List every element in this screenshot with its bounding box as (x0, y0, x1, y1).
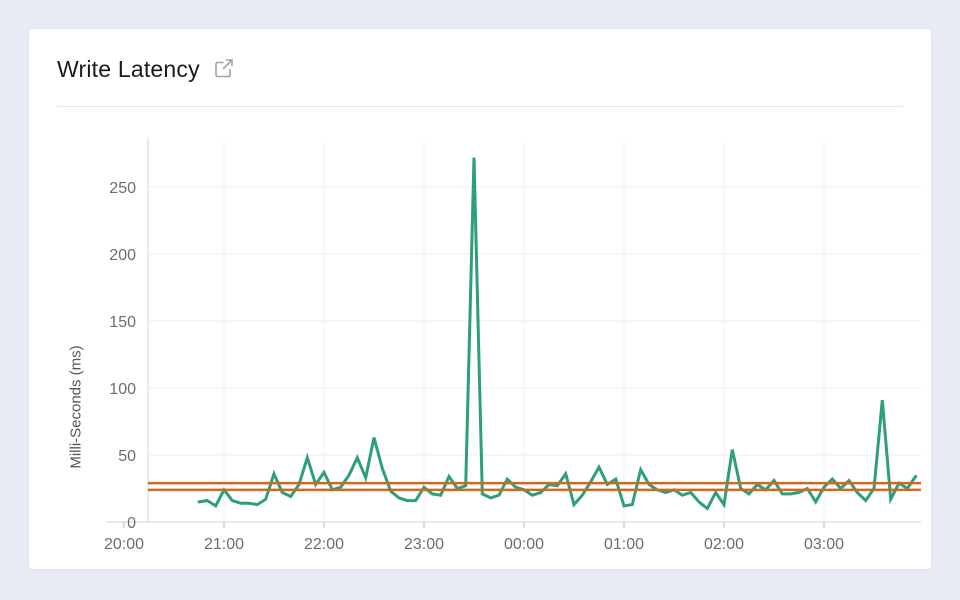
x-axis-tick-label: 23:00 (404, 536, 444, 553)
x-axis-tick-label: 00:00 (504, 536, 544, 553)
y-axis-tick-label: 50 (118, 448, 136, 465)
page-title: Write Latency (57, 56, 200, 82)
write-latency-card: Write Latency Milli-Seconds (ms) 20:00 21… (28, 28, 932, 570)
y-axis-tick-label: 200 (109, 247, 136, 264)
x-axis-tick-label: 01:00 (604, 536, 644, 553)
x-axis-tick-label: 20:00 (104, 536, 144, 553)
y-axis-tick-label: 100 (109, 381, 136, 398)
y-axis-tick-label: 0 (127, 515, 136, 532)
x-axis-tick-label: 22:00 (304, 536, 344, 553)
x-axis-tick-label: 02:00 (704, 536, 744, 553)
external-link-icon[interactable] (214, 58, 234, 78)
y-axis-tick-label: 150 (109, 314, 136, 331)
card-header: Write Latency (29, 29, 931, 106)
latency-line-chart[interactable]: 20:00 21:00 22:00 23:00 00:00 01:00 02:00 03:00… (29, 107, 933, 571)
latency-series-line (197, 157, 918, 511)
y-axis-title: Milli-Seconds (ms) (67, 345, 85, 469)
x-axis-tick-label: 03:00 (804, 536, 844, 553)
chart-area: Milli-Seconds (ms) 20:00 21:00 22:00 23:00 0… (29, 107, 933, 571)
y-axis-tick-label: 250 (109, 180, 136, 197)
header-divider (57, 106, 903, 107)
x-axis-tick-label: 21:00 (204, 536, 244, 553)
